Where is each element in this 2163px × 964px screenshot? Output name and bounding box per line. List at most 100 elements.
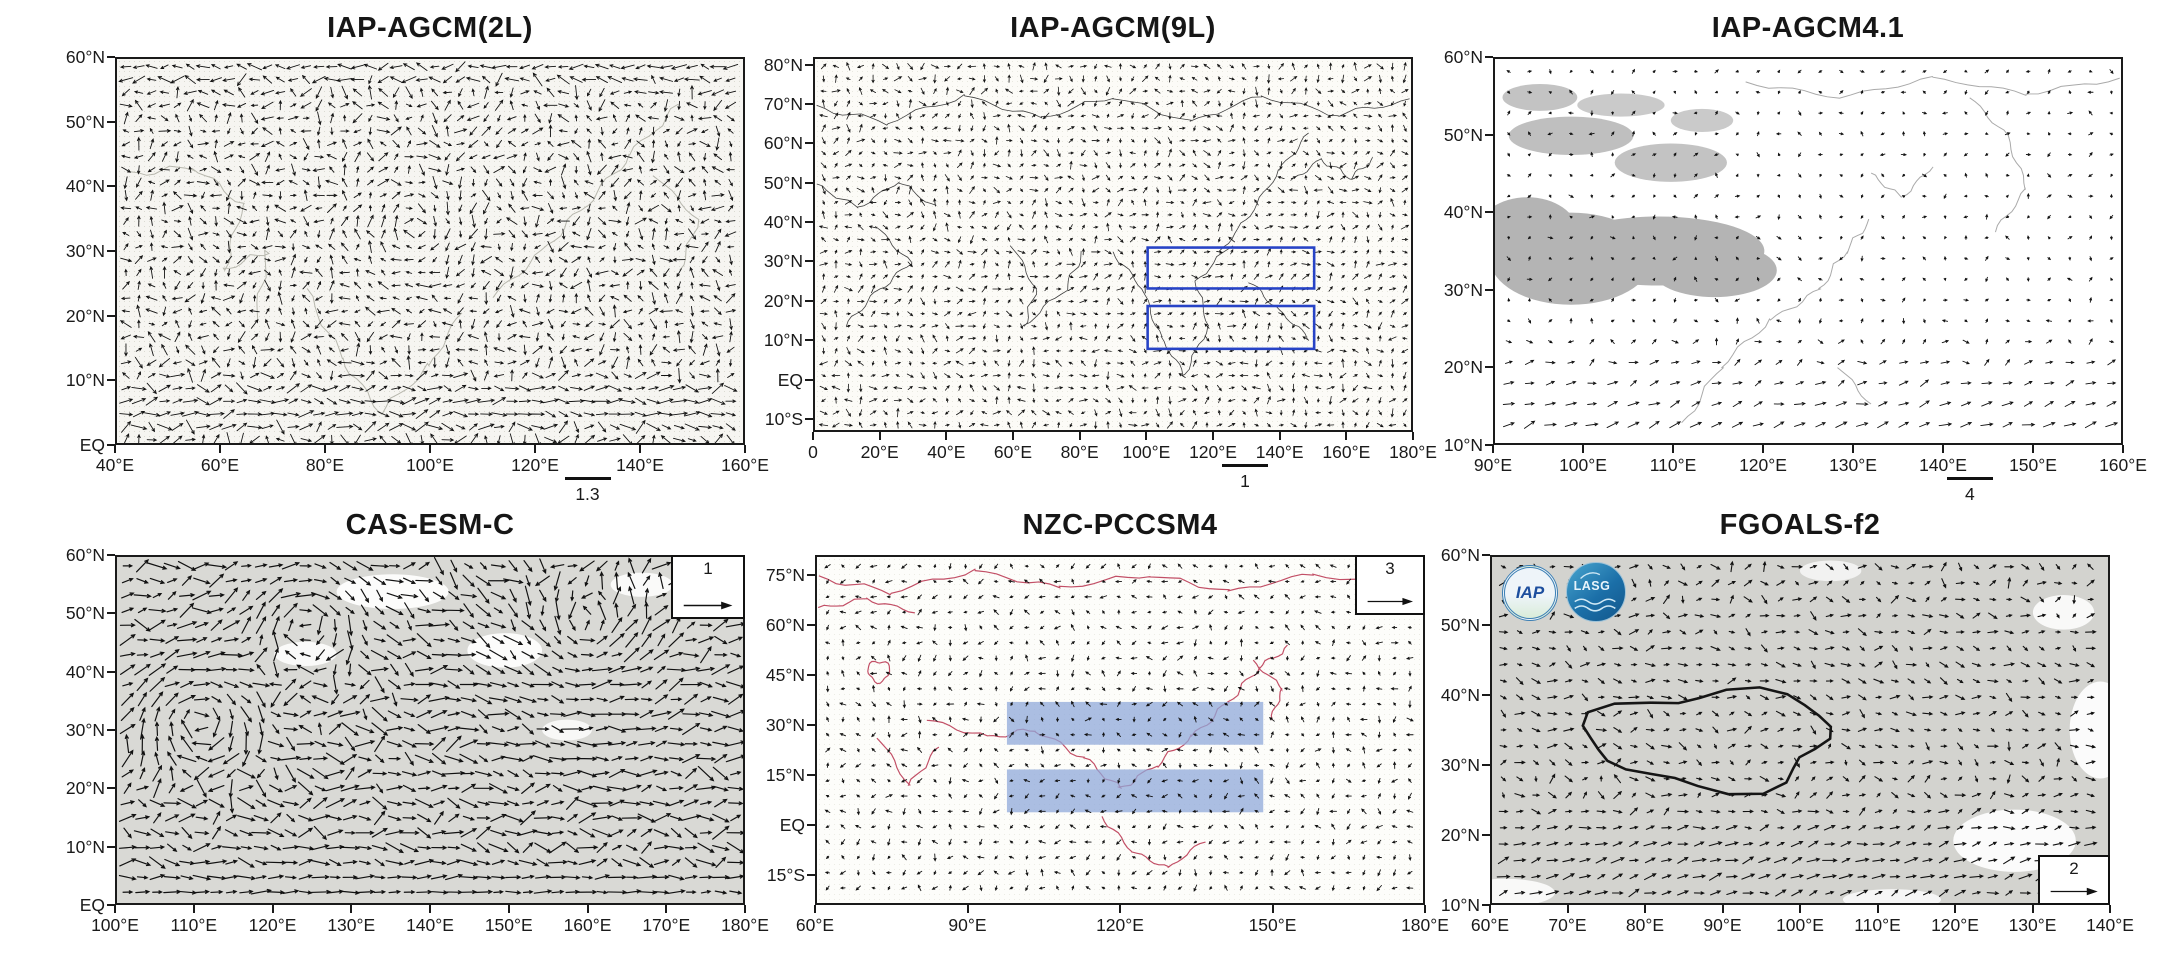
lasg-logo-label: LASG [1573,579,1611,593]
y-tick-label: 20°N [65,305,105,326]
x-axis-tick [1271,905,1274,913]
y-tick-label: EQ [779,814,805,835]
lasg-wave-icon [1574,572,1616,612]
y-axis-tick [1482,624,1490,626]
y-tick-label: 10°N [65,836,105,857]
y-tick-label: 10°N [1440,895,1480,915]
x-axis-tick [1852,445,1854,453]
y-axis-tick [1482,834,1490,836]
y-tick-label: 30°N [65,241,105,261]
panel-title: IAP-AGCM4.1 [1711,12,1905,44]
vector-scale-reference: 1 [1185,464,1305,492]
map-plot [813,57,1413,432]
y-tick-label: 30°N [1440,755,1480,775]
x-tick-label: 110°E [170,915,218,935]
y-tick-label: 30°N [765,714,805,735]
x-axis-tick [2032,445,2034,453]
y-tick-label: 40°N [65,661,105,682]
x-axis-tick [878,432,881,440]
y-tick-label: 50°N [65,603,105,624]
wind-vectors-path [118,557,743,895]
y-tick-label: 10°N [65,370,105,391]
x-tick-label: 170°E [642,915,691,935]
x-axis-tick [219,445,221,453]
y-axis-tick [1485,211,1493,214]
x-axis-tick [1012,432,1014,440]
y-axis-tick [107,670,115,673]
scale-value: 1.3 [575,483,600,504]
x-axis-tick [2109,905,2111,913]
scale-value: 3 [1385,559,1395,578]
wind-vector-field [817,562,1422,892]
scale-value: 4 [1965,483,1975,504]
y-tick-label: 60°N [65,545,105,565]
x-axis-tick [744,445,746,453]
y-axis-tick [807,823,815,826]
x-tick-label: 120°E [1739,455,1787,475]
x-tick-label: 140°E [616,455,664,475]
x-axis-tick [1489,905,1491,913]
x-tick-label: 160°E [2099,455,2147,475]
y-axis-tick [1482,764,1490,766]
x-axis-tick [814,905,816,913]
y-axis-tick [805,102,813,105]
y-axis-tick [807,723,815,726]
y-tick-label: 50°N [1443,124,1483,145]
y-axis-tick [805,339,813,342]
x-axis-tick [324,445,326,453]
x-tick-label: 70°E [1548,915,1587,935]
x-axis-tick [429,445,431,453]
y-tick-label: 70°N [763,93,803,114]
y-tick-label: 50°N [763,172,803,193]
x-tick-label: 140°E [1255,442,1304,462]
lasg-logo: LASG [1566,562,1626,622]
y-axis-tick [807,773,815,776]
x-tick-label: 140°E [1919,455,1967,475]
y-tick-label: 40°N [763,212,803,232]
x-tick-label: 180°E [721,915,769,935]
y-axis-tick [107,554,115,556]
scale-bar-line [1222,464,1268,467]
x-axis-tick [1721,905,1724,913]
x-tick-label: 160°E [563,915,612,935]
scale-arrow-icon [683,601,733,610]
wind-vector-field [118,61,739,443]
y-axis-tick [107,845,115,848]
y-axis-tick [107,787,115,790]
x-tick-label: 180°E [1389,442,1437,462]
scale-value: 2 [2069,859,2079,878]
x-tick-label: 80°E [1060,442,1099,462]
wind-vectors-path [118,61,739,443]
x-axis-tick [1799,905,1801,913]
y-tick-label: 40°N [1440,685,1480,705]
panel-title: IAP-AGCM(2L) [327,12,533,44]
index-box-annotation [1146,246,1316,290]
wind-vector-field [816,61,1410,430]
x-tick-label: 60°E [795,915,835,935]
y-axis-tick [107,729,115,731]
wind-vector-field [1495,68,2120,429]
map-plot: 3 [815,555,1425,905]
y-tick-label: 10°N [1443,435,1483,455]
y-axis-tick [107,120,115,123]
x-tick-label: 120°E [248,915,297,935]
x-axis-tick [1424,905,1426,913]
y-axis-tick [805,142,813,145]
x-axis-tick [2031,905,2034,913]
x-axis-tick [429,905,431,913]
wind-vectors-path [818,61,1410,430]
x-tick-label: 40°E [95,455,135,475]
scale-value: 1 [703,559,713,578]
y-tick-label: 75°N [765,564,805,585]
vector-scale-reference: 4 [1910,477,2030,505]
scale-bar-line [564,477,611,480]
x-tick-label: 90°E [948,915,987,935]
x-tick-label: 130°E [327,915,376,935]
x-axis-tick [1412,432,1414,440]
x-axis-tick [350,905,353,913]
x-tick-label: 100°E [406,455,454,475]
vector-scale-box: 1 [671,555,745,619]
map-plot [1493,57,2123,445]
y-axis-tick [805,299,813,302]
vector-scale-reference: 1.3 [528,477,648,505]
